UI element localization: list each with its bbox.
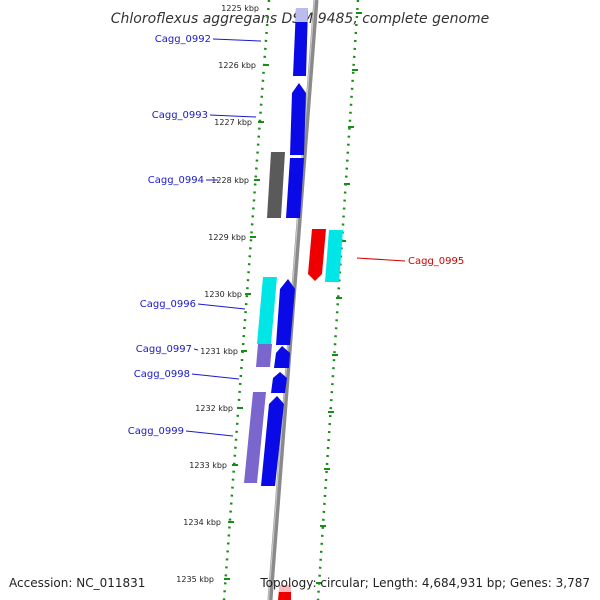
gene-label-cagg-0999[interactable]: Cagg_0999 bbox=[128, 426, 184, 437]
kbp-label: 1233 kbp bbox=[189, 461, 227, 470]
cds-feature bbox=[290, 83, 306, 155]
cds-feature bbox=[286, 158, 304, 218]
purple-feature bbox=[256, 344, 272, 367]
gene-label-cagg-0992[interactable]: Cagg_0992 bbox=[155, 34, 211, 45]
cds-feature bbox=[261, 396, 284, 486]
accession-text: Accession: NC_011831 bbox=[9, 576, 145, 590]
kbp-label: 1230 kbp bbox=[204, 290, 242, 299]
cds-feature bbox=[271, 372, 287, 393]
cds-feature bbox=[276, 279, 295, 345]
reverse-cds-feature bbox=[278, 590, 291, 600]
cds-feature bbox=[274, 346, 290, 368]
left-major-ticks bbox=[224, 64, 269, 580]
gene-label-cagg-0994[interactable]: Cagg_0994 bbox=[148, 175, 204, 186]
kbp-label: 1235 kbp bbox=[176, 575, 214, 584]
gene-label-cagg-0995[interactable]: Cagg_0995 bbox=[408, 256, 464, 267]
kbp-label: 1232 kbp bbox=[195, 404, 233, 413]
cyan-feature bbox=[325, 230, 343, 282]
right-dotted-ring bbox=[316, 0, 360, 600]
cyan-feature bbox=[257, 277, 277, 344]
gene-label-cagg-0998[interactable]: Cagg_0998 bbox=[134, 369, 190, 380]
right-major-ticks bbox=[316, 12, 362, 584]
cds-feature bbox=[293, 8, 308, 76]
kbp-label: 1234 kbp bbox=[183, 518, 221, 527]
kbp-label: 1225 kbp bbox=[221, 4, 259, 13]
gene-label-cagg-0997[interactable]: Cagg_0997 bbox=[136, 344, 192, 355]
forward-cds-track bbox=[261, 8, 308, 486]
kbp-label: 1226 kbp bbox=[218, 61, 256, 70]
gene-label-cagg-0996[interactable]: Cagg_0996 bbox=[140, 299, 196, 310]
kbp-label: 1227 kbp bbox=[214, 118, 252, 127]
kbp-tick-labels: 1225 kbp 1226 kbp 1227 kbp 1228 kbp 1229… bbox=[176, 4, 259, 584]
kbp-label: 1228 kbp bbox=[211, 176, 249, 185]
reverse-cds-feature bbox=[308, 229, 326, 281]
purple-feature bbox=[244, 392, 266, 483]
gene-labels: Cagg_0992 Cagg_0993 Cagg_0994 Cagg_0995 … bbox=[128, 34, 465, 437]
gray-feature bbox=[267, 152, 285, 218]
gene-label-cagg-0993[interactable]: Cagg_0993 bbox=[152, 110, 208, 121]
genome-stats-text: Topology: circular; Length: 4,684,931 bp… bbox=[259, 576, 590, 590]
kbp-label: 1229 kbp bbox=[208, 233, 246, 242]
kbp-label: 1231 kbp bbox=[200, 347, 238, 356]
